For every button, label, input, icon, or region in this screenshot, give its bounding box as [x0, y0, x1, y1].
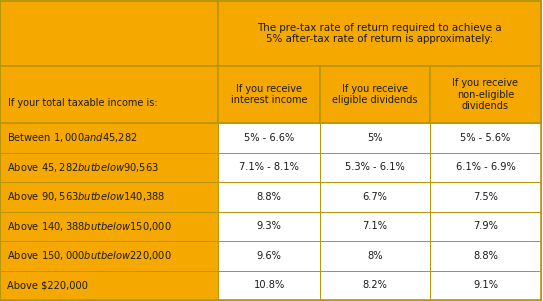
- Text: Above $150,000 but below $220,000: Above $150,000 but below $220,000: [7, 249, 172, 262]
- Bar: [0, 66, 218, 123]
- Text: 5% - 5.6%: 5% - 5.6%: [460, 133, 510, 143]
- Text: 8%: 8%: [367, 251, 383, 261]
- Text: 8.8%: 8.8%: [473, 251, 498, 261]
- Text: Between $1,000 and $45,282: Between $1,000 and $45,282: [7, 131, 137, 144]
- Bar: [0, 123, 218, 153]
- Text: The pre-tax rate of return required to achieve a
5% after-tax rate of return is : The pre-tax rate of return required to a…: [257, 23, 502, 44]
- Bar: [320, 271, 430, 300]
- Text: 7.5%: 7.5%: [473, 192, 498, 202]
- Text: If you receive
interest income: If you receive interest income: [231, 84, 307, 105]
- Text: If your total taxable income is:: If your total taxable income is:: [8, 98, 157, 108]
- Bar: [0, 241, 218, 271]
- Bar: [218, 212, 320, 241]
- Text: 10.8%: 10.8%: [254, 280, 285, 290]
- Bar: [0, 271, 218, 300]
- Text: Above $220,000: Above $220,000: [7, 280, 88, 290]
- Bar: [0, 1, 218, 66]
- Text: 6.7%: 6.7%: [363, 192, 388, 202]
- Bar: [320, 212, 430, 241]
- Text: If you receive
eligible dividends: If you receive eligible dividends: [332, 84, 418, 105]
- Bar: [430, 212, 541, 241]
- Text: 7.1% - 8.1%: 7.1% - 8.1%: [239, 162, 299, 172]
- Text: 8.2%: 8.2%: [363, 280, 388, 290]
- Bar: [320, 241, 430, 271]
- Bar: [320, 182, 430, 212]
- Text: 5%: 5%: [367, 133, 383, 143]
- Text: 9.1%: 9.1%: [473, 280, 498, 290]
- Bar: [218, 153, 320, 182]
- Bar: [218, 1, 541, 66]
- Bar: [320, 123, 430, 153]
- Text: Above $45,282 but below $90,563: Above $45,282 but below $90,563: [7, 161, 159, 174]
- Text: 6.1% - 6.9%: 6.1% - 6.9%: [456, 162, 515, 172]
- Bar: [430, 123, 541, 153]
- Bar: [0, 182, 218, 212]
- Text: 9.3%: 9.3%: [256, 221, 281, 231]
- Bar: [218, 241, 320, 271]
- Text: 9.6%: 9.6%: [256, 251, 281, 261]
- Bar: [430, 182, 541, 212]
- Bar: [0, 212, 218, 241]
- Text: 7.1%: 7.1%: [363, 221, 388, 231]
- Text: 8.8%: 8.8%: [256, 192, 281, 202]
- Text: 5% - 6.6%: 5% - 6.6%: [244, 133, 294, 143]
- Bar: [218, 271, 320, 300]
- Text: 7.9%: 7.9%: [473, 221, 498, 231]
- Bar: [218, 66, 320, 123]
- Bar: [430, 66, 541, 123]
- Bar: [0, 153, 218, 182]
- Bar: [218, 123, 320, 153]
- Text: Above $90,563 but below $140,388: Above $90,563 but below $140,388: [7, 190, 165, 203]
- Bar: [430, 241, 541, 271]
- Bar: [430, 271, 541, 300]
- Text: Above $140,388 but below $150,000: Above $140,388 but below $150,000: [7, 220, 172, 233]
- Bar: [430, 153, 541, 182]
- Bar: [320, 153, 430, 182]
- Bar: [320, 66, 430, 123]
- Bar: [218, 182, 320, 212]
- Text: If you receive
non-eligible
dividends: If you receive non-eligible dividends: [452, 78, 519, 111]
- Text: 5.3% - 6.1%: 5.3% - 6.1%: [345, 162, 405, 172]
